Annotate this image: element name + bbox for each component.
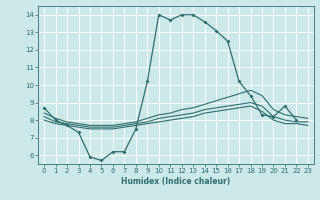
X-axis label: Humidex (Indice chaleur): Humidex (Indice chaleur) xyxy=(121,177,231,186)
